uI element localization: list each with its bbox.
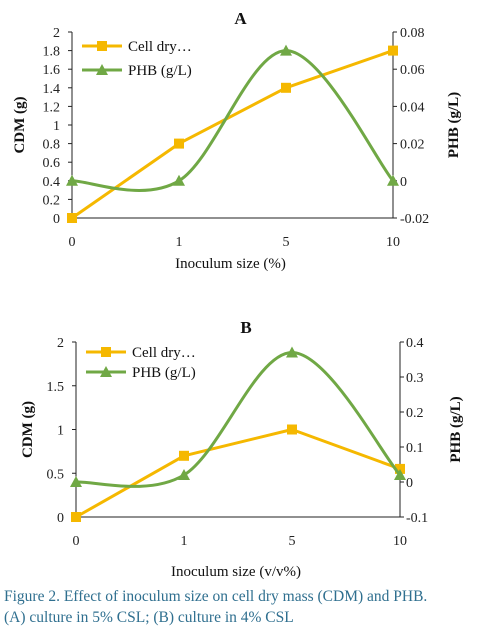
right-tick-label: 0.2 — [406, 406, 424, 421]
series-line-cdm — [75, 428, 401, 519]
legend-label: Cell dry… — [132, 345, 196, 361]
cdm-data-point — [71, 512, 81, 522]
legend-triangle-marker — [100, 366, 112, 377]
legend-square-marker — [101, 347, 111, 357]
legend-label: PHB (g/L) — [128, 63, 192, 79]
right-tick-label: 0.04 — [400, 100, 425, 115]
cdm-data-point — [281, 82, 291, 93]
right-tick-label: 0.08 — [400, 26, 425, 41]
x-axis-title: Inoculum size (%) — [175, 256, 286, 272]
left-tick-label: 0.4 — [43, 175, 61, 190]
right-axis-title: PHB (g/L) — [446, 92, 462, 158]
x-tick-label: 1 — [181, 534, 188, 549]
chart-panel-b: B 0 0.5 1 1.5 2 -0.1 0 0.1 0.2 0.3 0.4 0 1 5 10 Inoculum… — [20, 318, 464, 580]
legend-label: PHB (g/L) — [132, 365, 196, 381]
left-tick-label: 1 — [57, 424, 64, 439]
right-tick-label: 0.4 — [406, 336, 424, 351]
cdm-data-point — [395, 463, 405, 474]
left-tick-label: 0 — [57, 511, 64, 526]
legend-label: Cell dry… — [128, 39, 192, 55]
cdm-data-point — [287, 424, 297, 435]
left-axis-title: CDM (g) — [20, 401, 36, 458]
right-tick-label: 0.1 — [406, 441, 424, 456]
x-tick-label: 0 — [69, 235, 76, 250]
x-tick-label: 5 — [289, 534, 296, 549]
right-axis-title: PHB (g/L) — [448, 396, 464, 462]
cdm-data-point — [174, 138, 184, 149]
left-tick-label: 1.2 — [43, 100, 61, 115]
caption-line-2: (A) culture in 5% CSL; (B) culture in 4%… — [4, 609, 294, 626]
left-tick-label: 0.5 — [47, 467, 65, 482]
left-axis-title: CDM (g) — [12, 96, 28, 153]
left-tick-label: 0 — [53, 212, 60, 227]
right-tick-label: 0.02 — [400, 138, 425, 153]
x-tick-label: 5 — [283, 235, 290, 250]
cdm-data-point — [179, 450, 189, 461]
x-axis-title: Inoculum size (v/v%) — [171, 564, 301, 580]
panel-title: B — [240, 318, 251, 337]
phb-data-point — [70, 476, 82, 487]
phb-data-point — [394, 469, 406, 480]
phb-data-point — [178, 469, 190, 480]
chart-panel-a: A 0 0.2 0.4 0.6 0.8 1 1.2 1.4 1.6 1.8 2 -0.02 0 0.02 0.… — [12, 9, 462, 272]
series-line-cdm — [71, 49, 394, 220]
left-tick-label: 1.5 — [47, 380, 65, 395]
x-tick-label: 0 — [73, 534, 80, 549]
right-tick-label: 0.06 — [400, 63, 425, 78]
right-tick-label: 0.3 — [406, 371, 424, 386]
right-tick-label: 0 — [400, 175, 407, 190]
left-tick-label: 2 — [57, 336, 64, 351]
left-tick-label: 1 — [53, 119, 60, 134]
right-tick-label: -0.02 — [400, 212, 429, 227]
x-tick-label: 10 — [393, 534, 407, 549]
legend-square-marker — [97, 41, 107, 51]
left-tick-label: 2 — [53, 26, 60, 41]
left-tick-label: 1.6 — [43, 63, 61, 78]
phb-data-point — [173, 174, 185, 186]
panel-title: A — [234, 9, 247, 28]
cdm-data-point — [67, 213, 77, 223]
phb-data-point — [387, 174, 399, 186]
left-tick-label: 0.2 — [43, 193, 61, 208]
phb-data-point — [66, 174, 78, 186]
caption-line-1: Figure 2. Effect of inoculum size on cel… — [4, 588, 428, 605]
left-tick-label: 0.6 — [43, 156, 61, 171]
legend-triangle-marker — [96, 64, 108, 75]
x-tick-label: 1 — [176, 235, 183, 250]
right-tick-label: -0.1 — [406, 511, 428, 526]
x-tick-label: 10 — [386, 235, 400, 250]
right-tick-label: 0 — [406, 476, 413, 491]
series-line-phb — [71, 49, 395, 192]
figure-charts: A 0 0.2 0.4 0.6 0.8 1 1.2 1.4 1.6 1.8 2 -0.02 0 0.02 0.… — [12, 9, 464, 580]
left-tick-label: 1.4 — [43, 82, 61, 97]
series-line-phb — [75, 351, 402, 488]
phb-data-point — [280, 44, 292, 56]
left-tick-label: 0.8 — [43, 138, 61, 153]
figure-caption: Figure 2. Effect of inoculum size on cel… — [4, 586, 502, 628]
cdm-data-point — [388, 45, 398, 56]
left-tick-label: 1.8 — [43, 45, 61, 60]
phb-data-point — [286, 346, 298, 358]
